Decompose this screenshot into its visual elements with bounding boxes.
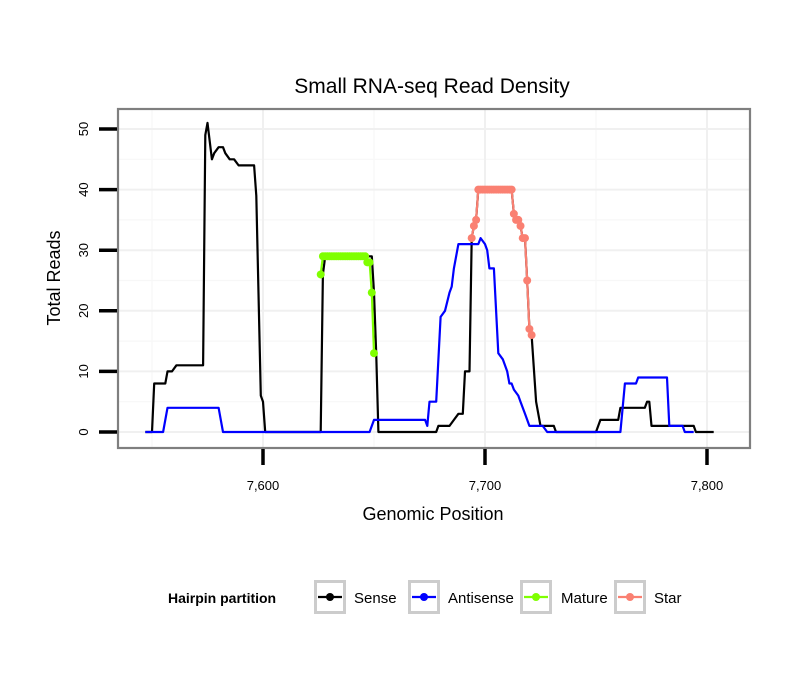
x-axis: 7,600 7,700 7,800 (247, 449, 724, 493)
data-point-mature (367, 288, 376, 297)
data-point-mature (316, 270, 325, 279)
plot-panel (116, 107, 752, 450)
data-point-star (469, 221, 478, 230)
legend-key-point-star (626, 593, 634, 601)
legend-label-star: Star (654, 590, 682, 607)
x-axis-title: Genomic Position (362, 504, 503, 524)
legend-label-mature: Mature (561, 590, 608, 607)
x-tick-label: 7,600 (247, 478, 280, 493)
y-axis: 0 10 20 30 40 50 (76, 122, 117, 436)
y-tick-label: 10 (76, 364, 91, 378)
data-point-star (507, 185, 516, 194)
panel-background (118, 109, 750, 448)
data-point-mature (370, 349, 378, 358)
data-point-mature (365, 258, 374, 267)
panel-border (116, 107, 752, 450)
series-antisense (145, 237, 694, 434)
legend-key-point-mature (532, 593, 540, 601)
legend-label-antisense: Antisense (448, 590, 514, 607)
data-point-star (525, 324, 534, 333)
data-point-star (523, 276, 532, 285)
legend: Hairpin partition Sense Antisense Mature St… (168, 580, 682, 614)
legend-item-star: Star (614, 580, 682, 614)
y-axis-title: Total Reads (44, 230, 64, 325)
data-point-star (520, 234, 529, 243)
series-mature (316, 252, 378, 358)
data-point-star (514, 215, 523, 224)
legend-item-sense: Sense (314, 580, 397, 614)
y-tick-label: 50 (76, 122, 91, 136)
data-point-mature (361, 252, 370, 261)
data-point-star (467, 234, 476, 243)
legend-key-point-sense (326, 593, 334, 601)
data-point-star (472, 215, 481, 224)
series-star (467, 185, 536, 340)
legend-item-antisense: Antisense (408, 580, 514, 614)
y-tick-label: 0 (76, 428, 91, 435)
legend-label-sense: Sense (354, 590, 397, 607)
legend-item-mature: Mature (520, 580, 608, 614)
data-point-star (516, 221, 525, 230)
legend-title: Hairpin partition (168, 590, 276, 606)
y-tick-label: 30 (76, 243, 91, 257)
x-tick-label: 7,800 (691, 478, 724, 493)
legend-key-point-antisense (420, 593, 428, 601)
x-tick-label: 7,700 (469, 478, 502, 493)
chart-title: Small RNA-seq Read Density (294, 75, 570, 98)
y-tick-label: 40 (76, 182, 91, 196)
data-point-star (509, 209, 518, 218)
data-point-star (527, 331, 536, 340)
series-layer (145, 121, 714, 434)
series-line-antisense (145, 237, 694, 434)
y-tick-label: 20 (76, 304, 91, 318)
